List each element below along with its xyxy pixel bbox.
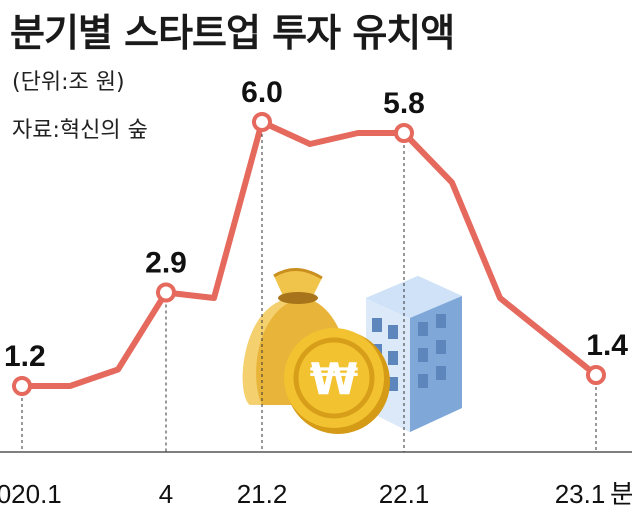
source-label: 자료:혁신의 숲	[12, 118, 148, 143]
tick-label-2: 21.2	[237, 479, 288, 509]
value-label-4: 1.4	[586, 329, 628, 362]
tick-label-3: 22.1	[379, 479, 430, 509]
value-label-3: 5.8	[383, 87, 425, 120]
svg-text:₩: ₩	[310, 354, 359, 405]
data-markers	[12, 112, 606, 396]
tick-label-4: 23.1	[555, 479, 606, 509]
tick-label-0: 2020.1	[0, 479, 62, 509]
tick-label-1: 4	[159, 479, 173, 509]
tick-unit-label: 분기	[610, 480, 632, 510]
value-label-2: 6.0	[241, 76, 283, 109]
illustration: ₩	[242, 268, 462, 434]
chart-title: 분기별 스타트업 투자 유치액	[10, 11, 455, 55]
data-marker-2	[252, 112, 272, 132]
data-marker-3	[394, 123, 414, 143]
value-labels: 1.2 2.9 6.0 5.8 1.4	[4, 76, 628, 373]
value-label-1: 2.9	[145, 247, 187, 280]
won-coin-icon: ₩	[284, 328, 390, 434]
unit-label: (단위:조 원)	[12, 70, 125, 95]
tick-labels: 2020.1 4 21.2 22.1 23.1분기	[0, 479, 632, 510]
data-marker-0	[12, 376, 32, 396]
data-marker-1	[156, 282, 176, 303]
series-polyline	[19, 119, 599, 389]
value-label-0: 1.2	[4, 340, 46, 373]
guide-lines	[21, 122, 597, 452]
data-marker-4	[586, 365, 606, 385]
series-line	[19, 119, 599, 389]
